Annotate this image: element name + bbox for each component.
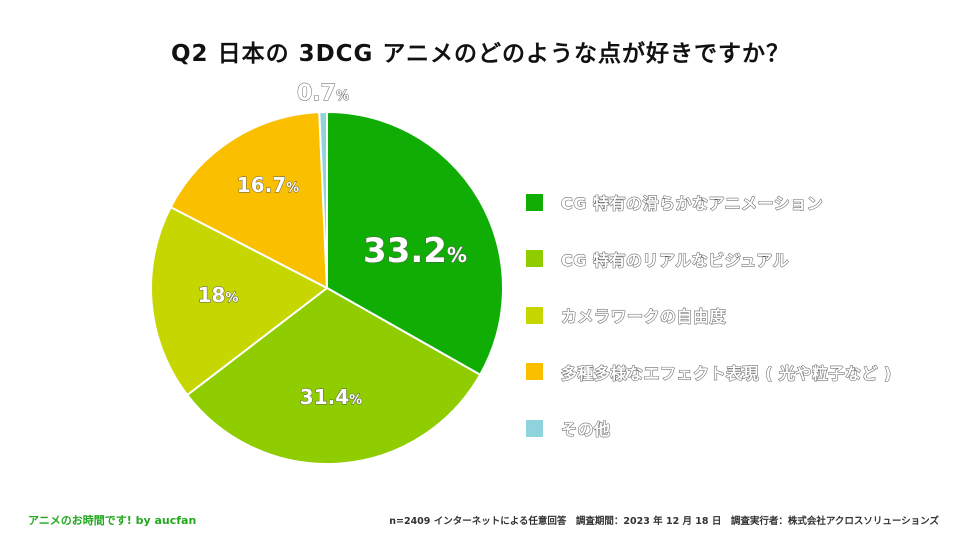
survey-note: n=2409 インターネットによる任意回答 調査期間：2023 年 12 月 1… xyxy=(389,516,939,527)
slice-value-label: 16.7% xyxy=(237,173,299,197)
legend-label: その他 xyxy=(561,420,611,440)
legend-item: カメラワークの自由度 xyxy=(526,287,892,344)
pie-slice xyxy=(150,205,329,397)
legend-swatch xyxy=(526,250,543,268)
slice-value-label: 31.4% xyxy=(300,385,362,409)
pie-slice xyxy=(326,110,504,377)
legend-item: 多種多様なエフェクト表現 ( 光や粒子など ) xyxy=(526,344,892,401)
legend-label: カメラワークの自由度 xyxy=(561,307,727,327)
legend: CG 特有の滑らかなアニメーション CG 特有のリアルなビジュアル カメラワークの自… xyxy=(526,174,892,457)
brand-credit: アニメのお時間です! by aucfan xyxy=(28,514,197,527)
legend-swatch xyxy=(526,193,543,211)
legend-label: 多種多様なエフェクト表現 ( 光や粒子など ) xyxy=(561,363,892,383)
legend-swatch xyxy=(526,306,543,324)
pie-slice xyxy=(185,286,482,465)
legend-swatch xyxy=(526,363,543,381)
pie-slice xyxy=(318,110,328,289)
slice-value-label: 0.7% xyxy=(297,81,349,106)
legend-item: CG 特有の滑らかなアニメーション xyxy=(526,174,892,231)
legend-label: CG 特有のリアルなビジュアル xyxy=(561,250,790,270)
slice-value-label: 33.2% xyxy=(363,231,467,271)
slice-value-label: 18% xyxy=(198,283,239,307)
legend-item: その他 xyxy=(526,400,892,457)
chart-title: Q2 日本の 3DCG アニメのどのような点が好きですか？ xyxy=(171,41,790,67)
legend-item: CG 特有のリアルなビジュアル xyxy=(526,231,892,288)
pie-slice xyxy=(169,111,329,290)
legend-swatch xyxy=(526,419,543,437)
legend-label: CG 特有の滑らかなアニメーション xyxy=(561,194,824,214)
